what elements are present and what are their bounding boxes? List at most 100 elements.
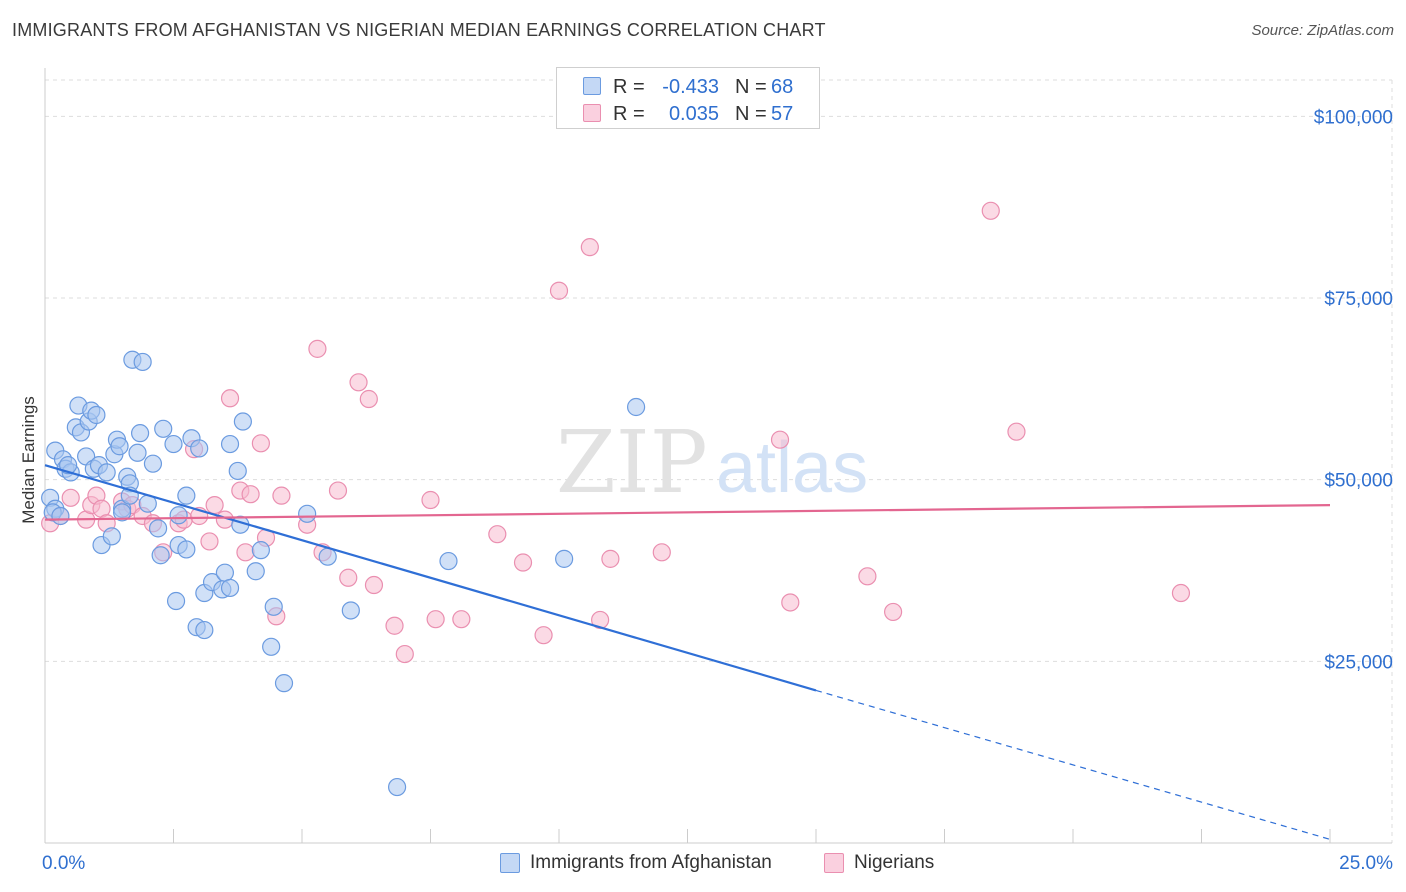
point-afghanistan bbox=[151, 546, 170, 565]
point-afghanistan bbox=[626, 397, 646, 417]
point-afghanistan bbox=[177, 486, 196, 505]
watermark-atlas: atlas bbox=[716, 428, 868, 508]
point-afghanistan bbox=[87, 405, 106, 425]
y-tick-label: $100,000 bbox=[1314, 107, 1393, 128]
chart-title: IMMIGRANTS FROM AFGHANISTAN VS NIGERIAN … bbox=[12, 20, 826, 40]
legend-n-value: 68 bbox=[771, 76, 794, 98]
point-afghanistan bbox=[298, 504, 317, 523]
watermark: ZIP atlas bbox=[556, 413, 868, 513]
point-nigerians bbox=[580, 238, 599, 257]
point-afghanistan bbox=[154, 419, 173, 438]
point-afghanistan bbox=[220, 434, 240, 454]
point-nigerians bbox=[601, 549, 620, 568]
trend-line-afghanistan-extension bbox=[815, 689, 1331, 840]
point-nigerians bbox=[1007, 422, 1026, 441]
point-nigerians bbox=[395, 644, 414, 664]
legend-swatch-blue bbox=[583, 77, 601, 95]
point-nigerians bbox=[452, 610, 471, 629]
point-nigerians bbox=[513, 553, 533, 572]
point-afghanistan bbox=[274, 674, 294, 693]
point-afghanistan bbox=[251, 541, 270, 560]
source-label: Source: ZipAtlas.com bbox=[1251, 22, 1394, 39]
point-nigerians bbox=[308, 339, 327, 358]
point-nigerians bbox=[652, 543, 671, 562]
legend-r-value: -0.433 bbox=[662, 76, 719, 98]
point-afghanistan bbox=[555, 549, 574, 568]
y-tick-label: $50,000 bbox=[1324, 471, 1393, 492]
point-nigerians bbox=[200, 532, 219, 551]
y-axis-label: Median Earnings bbox=[19, 396, 38, 524]
legend: R = -0.433 N = 68 R = 0.035 N = 57 bbox=[556, 67, 820, 129]
bottom-legend-label: Nigerians bbox=[854, 852, 935, 873]
point-nigerians bbox=[220, 389, 240, 408]
point-afghanistan bbox=[169, 506, 188, 525]
y-tick-label: $25,000 bbox=[1324, 652, 1393, 673]
legend-swatch-pink bbox=[583, 104, 601, 122]
point-afghanistan bbox=[148, 519, 168, 538]
point-afghanistan bbox=[59, 456, 78, 475]
watermark-zip: ZIP bbox=[556, 413, 708, 513]
series-nigerians bbox=[41, 201, 1191, 664]
x-tick-label: 0.0% bbox=[42, 853, 85, 874]
point-nigerians bbox=[272, 486, 291, 505]
point-afghanistan bbox=[112, 503, 132, 522]
legend-r-label: R = bbox=[613, 76, 645, 98]
point-afghanistan bbox=[262, 637, 281, 656]
bottom-legend-label: Immigrants from Afghanistan bbox=[530, 852, 772, 873]
point-afghanistan bbox=[264, 597, 283, 616]
y-tick-label: $75,000 bbox=[1324, 289, 1393, 310]
point-afghanistan bbox=[190, 439, 209, 458]
point-nigerians bbox=[549, 281, 569, 300]
point-afghanistan bbox=[228, 461, 247, 481]
point-nigerians bbox=[205, 496, 224, 515]
series-afghanistan bbox=[41, 350, 646, 797]
point-nigerians bbox=[359, 389, 378, 409]
point-nigerians bbox=[883, 602, 903, 622]
point-afghanistan bbox=[133, 352, 152, 372]
point-nigerians bbox=[534, 626, 553, 645]
point-afghanistan bbox=[439, 551, 458, 571]
point-nigerians bbox=[421, 490, 440, 510]
legend-n-label: N = bbox=[735, 76, 767, 98]
point-afghanistan bbox=[143, 454, 163, 473]
axes bbox=[44, 68, 1392, 844]
point-afghanistan bbox=[128, 443, 147, 462]
point-nigerians bbox=[241, 485, 260, 504]
point-nigerians bbox=[488, 525, 507, 544]
point-nigerians bbox=[426, 610, 445, 629]
bottom-legend-swatch-pink bbox=[824, 853, 844, 873]
trend-line-nigerians bbox=[44, 504, 1331, 521]
bottom-legend-swatch-blue bbox=[500, 853, 520, 873]
point-nigerians bbox=[236, 543, 255, 562]
point-afghanistan bbox=[110, 437, 129, 456]
point-nigerians bbox=[770, 430, 790, 449]
legend-n-label: N = bbox=[735, 103, 767, 125]
point-afghanistan bbox=[51, 506, 70, 526]
tick-labels: $25,000 $50,000 $75,000 $100,000 0.0% 25.0% bbox=[42, 107, 1393, 874]
point-afghanistan bbox=[341, 601, 360, 620]
point-nigerians bbox=[385, 616, 404, 635]
point-nigerians bbox=[251, 434, 270, 453]
legend-r-label: R = bbox=[613, 103, 645, 125]
point-nigerians bbox=[61, 488, 80, 507]
point-afghanistan bbox=[102, 527, 121, 546]
point-nigerians bbox=[858, 567, 877, 586]
x-tick-label: 25.0% bbox=[1339, 853, 1393, 874]
legend-n-value: 57 bbox=[771, 103, 794, 125]
point-afghanistan bbox=[97, 463, 116, 482]
point-afghanistan bbox=[246, 562, 265, 581]
point-afghanistan bbox=[220, 578, 240, 598]
point-afghanistan bbox=[130, 424, 150, 443]
point-nigerians bbox=[328, 481, 348, 500]
point-nigerians bbox=[339, 568, 358, 587]
point-afghanistan bbox=[195, 620, 214, 640]
point-nigerians bbox=[781, 593, 800, 612]
trend-line-afghanistan bbox=[44, 464, 817, 692]
point-nigerians bbox=[981, 201, 1000, 220]
point-afghanistan bbox=[177, 540, 196, 559]
point-afghanistan bbox=[318, 547, 337, 566]
point-afghanistan bbox=[215, 563, 234, 582]
trend-lines bbox=[44, 464, 1331, 840]
point-nigerians bbox=[364, 575, 384, 595]
point-afghanistan bbox=[233, 412, 252, 431]
